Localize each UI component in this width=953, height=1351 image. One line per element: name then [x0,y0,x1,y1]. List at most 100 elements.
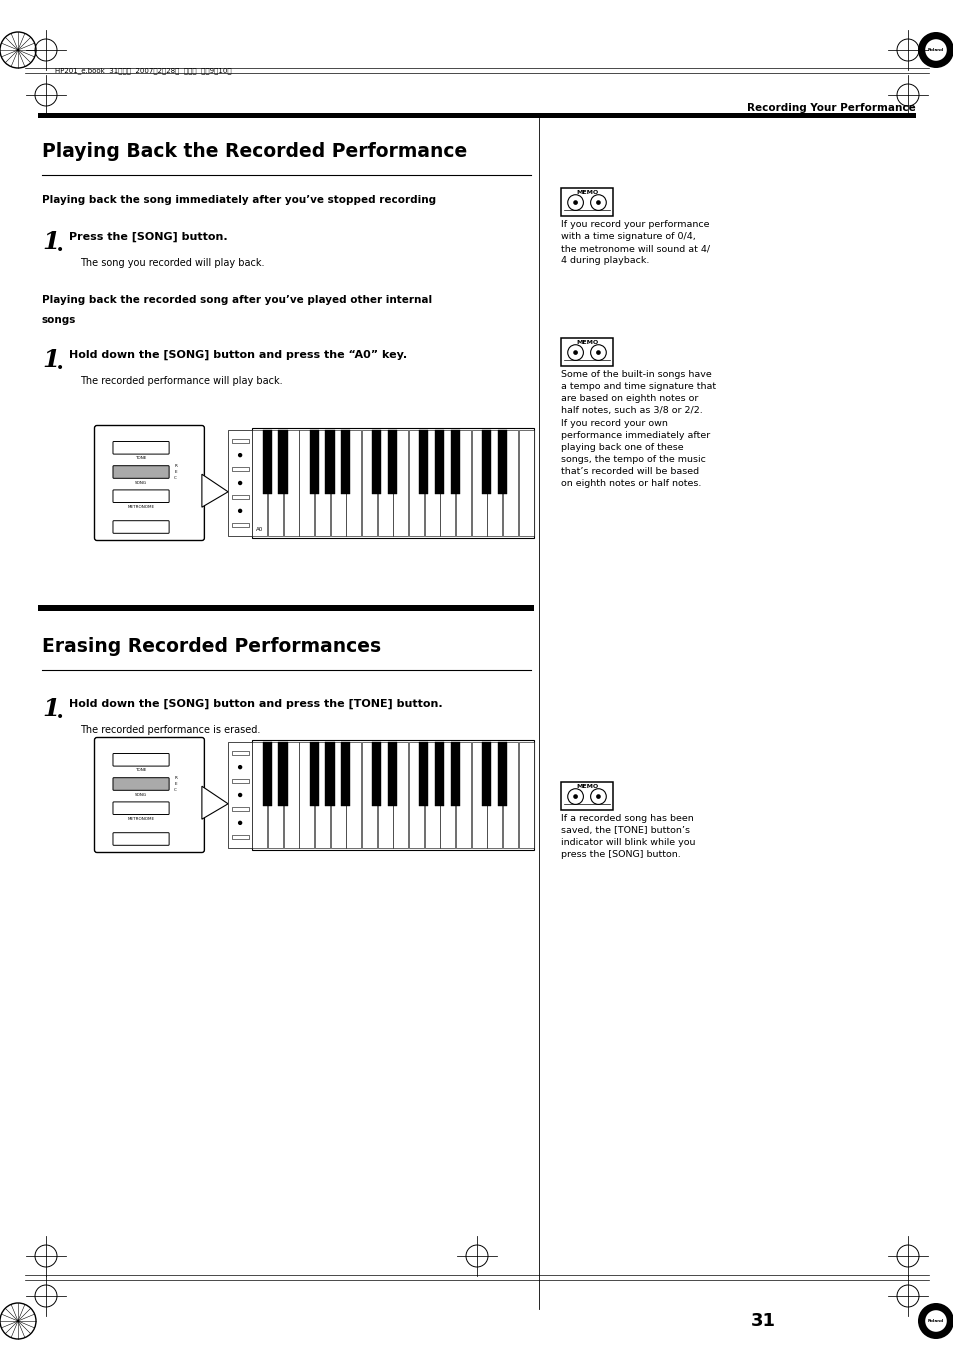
Text: E: E [174,782,177,786]
Text: Roland: Roland [927,49,943,51]
Text: 1: 1 [42,230,59,254]
Bar [409,430,424,536]
Bar [310,742,318,805]
FancyBboxPatch shape [112,754,169,766]
Bar [518,430,533,536]
Bar [283,742,298,848]
Text: Hold down the [SONG] button and press the [TONE] button.: Hold down the [SONG] button and press th… [69,698,442,709]
Bar [262,430,272,493]
Circle shape [924,39,945,61]
Bar [325,430,335,493]
Text: E: E [174,470,177,474]
Bar [440,430,455,536]
Bar [497,430,506,493]
Text: R: R [174,775,177,780]
Circle shape [596,794,600,798]
Text: 1: 1 [42,349,59,372]
Bar [341,742,350,805]
Bar [314,742,330,848]
Text: A0: A0 [256,527,263,532]
Bar [497,742,506,805]
Bar [252,740,534,850]
Text: songs: songs [42,315,76,326]
FancyBboxPatch shape [560,188,613,216]
Circle shape [917,32,953,68]
Circle shape [237,453,242,458]
Bar [232,439,249,443]
Bar [268,742,283,848]
Bar [388,430,396,493]
Text: The song you recorded will play back.: The song you recorded will play back. [80,258,264,267]
FancyBboxPatch shape [112,466,169,478]
Bar [419,430,428,493]
Text: Hold down the [SONG] button and press the “A0” key.: Hold down the [SONG] button and press th… [69,350,407,361]
FancyBboxPatch shape [560,782,613,811]
Bar [409,742,424,848]
Text: SONG: SONG [134,481,147,485]
Bar [346,742,361,848]
Bar [252,428,534,538]
Text: MEMO: MEMO [576,784,598,789]
Bar [471,742,486,848]
Text: TONE: TONE [135,769,147,773]
Bar [362,430,376,536]
Bar [346,430,361,536]
Bar [253,742,267,848]
Bar [518,742,533,848]
Text: C: C [174,476,177,480]
Bar [299,742,314,848]
Polygon shape [202,474,228,507]
Text: If you record your performance
with a time signature of 0/4,
the metronome will : If you record your performance with a ti… [560,220,709,265]
Text: MEMO: MEMO [576,189,598,195]
Bar [262,742,272,805]
Bar [393,742,408,848]
Bar [502,430,517,536]
Text: METRONOME: METRONOME [128,817,154,820]
Circle shape [924,1310,945,1332]
Text: Some of the built-in songs have
a tempo and time signature that
are based on eig: Some of the built-in songs have a tempo … [560,370,716,488]
Circle shape [596,350,600,355]
Text: •: • [56,243,64,257]
Bar [38,605,534,611]
Text: R: R [174,463,177,467]
Text: METRONOME: METRONOME [128,505,154,509]
Bar [487,742,502,848]
Text: SONG: SONG [134,793,147,797]
Circle shape [917,1302,953,1339]
Text: TONE: TONE [135,457,147,461]
Circle shape [573,350,578,355]
Bar [228,430,252,536]
Bar [232,523,249,527]
Bar [232,780,249,782]
Bar [372,430,381,493]
Bar [341,430,350,493]
Bar [331,742,345,848]
FancyBboxPatch shape [112,832,169,846]
Text: Roland: Roland [927,1319,943,1323]
Bar [278,742,287,805]
Polygon shape [202,786,228,819]
Bar [481,430,491,493]
FancyBboxPatch shape [112,442,169,454]
Circle shape [237,820,242,825]
Bar [331,430,345,536]
Bar [278,430,287,493]
Bar [362,742,376,848]
Bar [388,742,396,805]
Bar [310,430,318,493]
Text: The recorded performance is erased.: The recorded performance is erased. [80,725,260,735]
FancyBboxPatch shape [94,738,204,852]
Bar [424,742,439,848]
Circle shape [237,765,242,769]
Bar [283,430,298,536]
FancyBboxPatch shape [112,778,169,790]
Text: If a recorded song has been
saved, the [TONE] button’s
indicator will blink whil: If a recorded song has been saved, the [… [560,815,695,859]
Bar [232,807,249,811]
Bar [435,742,444,805]
Circle shape [237,793,242,797]
Bar [299,430,314,536]
Text: Playing Back the Recorded Performance: Playing Back the Recorded Performance [42,142,467,161]
Bar [419,742,428,805]
Bar [228,742,252,848]
Bar [424,430,439,536]
